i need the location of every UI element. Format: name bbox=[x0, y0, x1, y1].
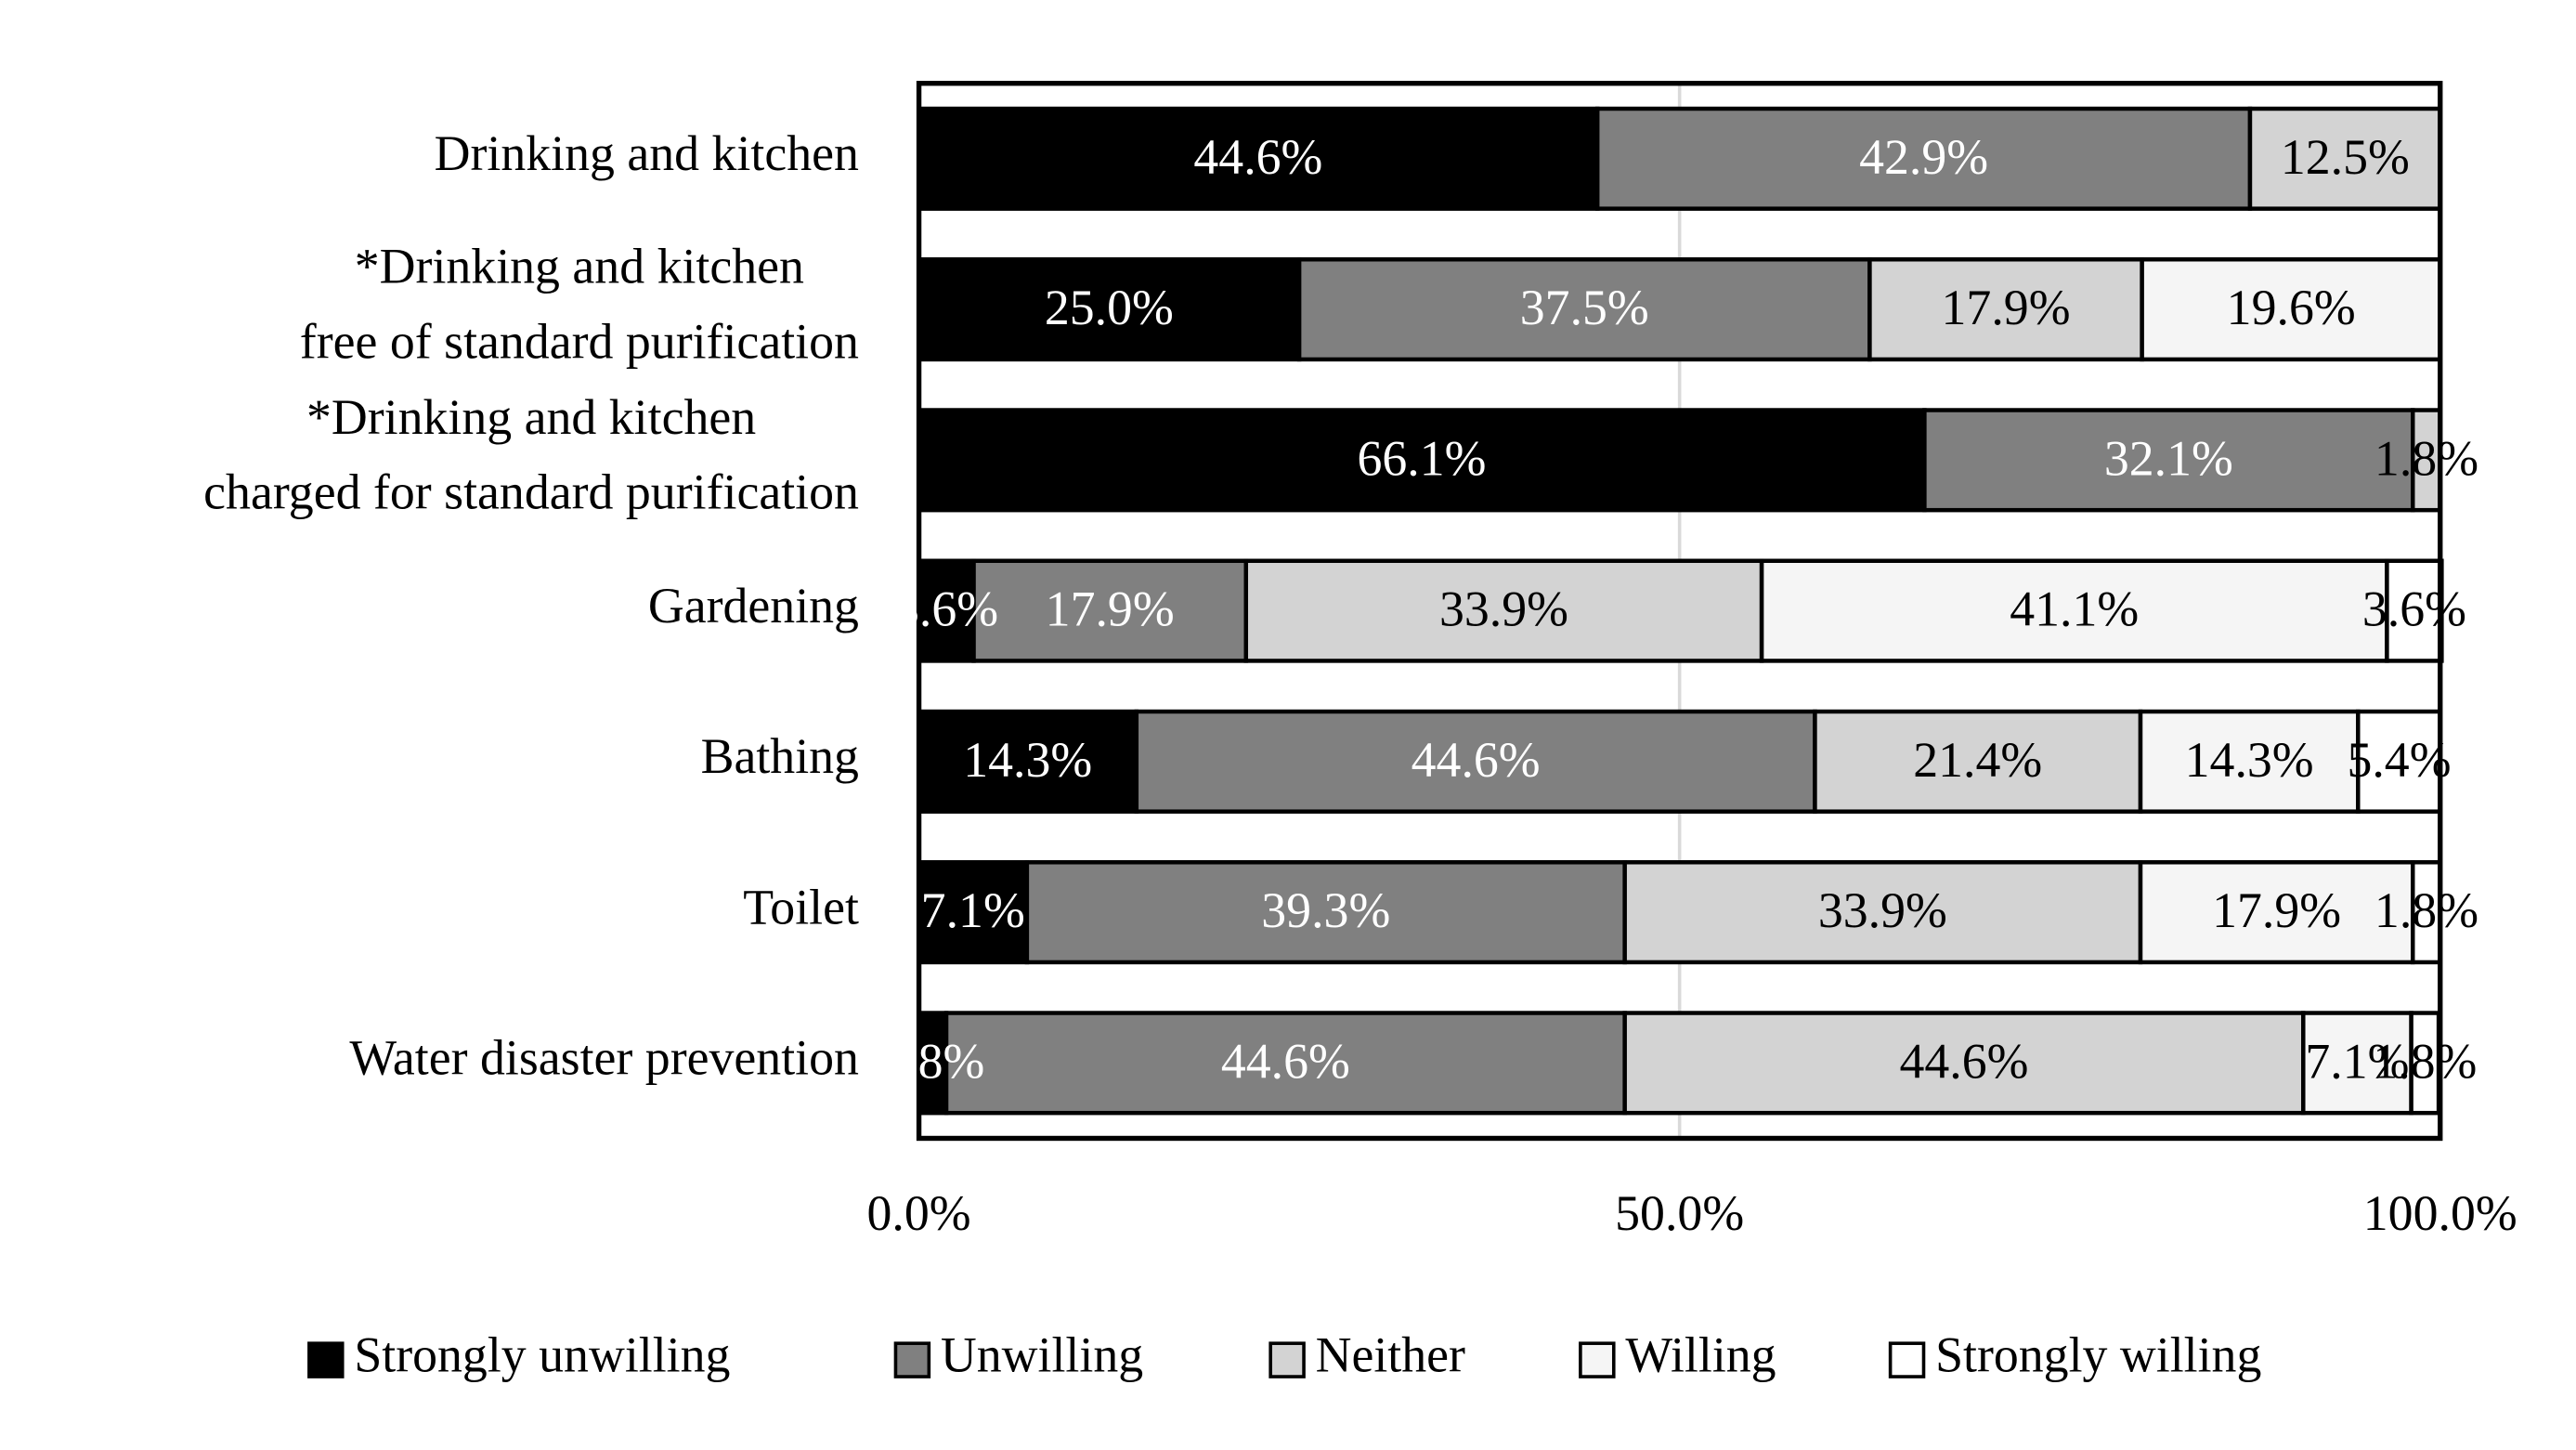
value-label: 17.9% bbox=[2212, 882, 2341, 938]
bar-segment bbox=[1296, 257, 1872, 362]
bar-segment bbox=[917, 257, 1302, 362]
legend-swatch bbox=[1579, 1341, 1616, 1378]
y-tick-label: Bathing bbox=[701, 728, 859, 784]
value-label: 44.6% bbox=[1193, 129, 1322, 185]
legend-label: Strongly unwilling bbox=[354, 1326, 730, 1382]
legend-label: Neither bbox=[1316, 1326, 1465, 1382]
bar-segment bbox=[1134, 709, 1817, 814]
bar-segment bbox=[2138, 860, 2415, 965]
y-tick-label: Gardening bbox=[648, 578, 859, 634]
value-label: 3.6% bbox=[2362, 581, 2466, 637]
legend-swatch bbox=[1888, 1341, 1926, 1378]
bar-segment bbox=[2301, 1011, 2413, 1116]
bar-segment bbox=[1759, 558, 2389, 663]
bar-segment bbox=[2138, 709, 2361, 814]
value-label: 17.9% bbox=[1942, 280, 2071, 335]
bar-segment bbox=[2410, 408, 2442, 513]
bar-segment bbox=[1024, 860, 1627, 965]
bar-segment bbox=[917, 860, 1030, 965]
value-label: 12.5% bbox=[2281, 129, 2410, 185]
bar-segment bbox=[1922, 408, 2415, 513]
value-label: 1.8% bbox=[880, 1033, 984, 1089]
value-label: 21.4% bbox=[1913, 732, 2042, 788]
y-tick-label: Toilet bbox=[743, 879, 859, 934]
plot-frame bbox=[916, 81, 2443, 1142]
bar-segment bbox=[1813, 709, 2143, 814]
y-tick-label: *Drinking and kitchen charged for standar… bbox=[203, 389, 859, 520]
legend-label: Willing bbox=[1625, 1326, 1776, 1382]
value-label: 39.3% bbox=[1261, 882, 1390, 938]
value-label: 33.9% bbox=[1439, 581, 1568, 637]
value-label: 25.0% bbox=[1045, 280, 1174, 335]
bar-segment bbox=[971, 558, 1249, 663]
x-tick-label: 100.0% bbox=[2363, 1185, 2517, 1241]
value-label: 1.8% bbox=[2373, 1033, 2477, 1089]
legend-swatch bbox=[307, 1341, 345, 1378]
value-label: 1.8% bbox=[2374, 882, 2478, 938]
value-label: 7.1% bbox=[921, 882, 1025, 938]
legend-label: Unwilling bbox=[941, 1326, 1143, 1382]
bar-segment bbox=[1867, 257, 2144, 362]
value-label: 37.5% bbox=[1520, 280, 1649, 335]
bar-segment bbox=[1243, 558, 1764, 663]
value-label: 44.6% bbox=[1899, 1033, 2028, 1089]
bar-segment bbox=[1622, 860, 2143, 965]
bar-segment bbox=[2409, 1011, 2441, 1116]
legend-swatch bbox=[1268, 1341, 1306, 1378]
value-label: 44.6% bbox=[1412, 732, 1541, 788]
value-label: 19.6% bbox=[2227, 280, 2356, 335]
bar-segment bbox=[917, 106, 1600, 211]
value-label: 7.1% bbox=[2305, 1033, 2409, 1089]
value-label: 1.8% bbox=[2374, 430, 2478, 486]
value-label: 5.4% bbox=[2347, 732, 2451, 788]
bar-segment bbox=[2385, 558, 2444, 663]
value-label: 32.1% bbox=[2104, 430, 2233, 486]
y-tick-label: Drinking and kitchen bbox=[435, 125, 859, 181]
bar-segment bbox=[2410, 860, 2442, 965]
value-label: 42.9% bbox=[1859, 129, 1988, 185]
value-label: 33.9% bbox=[1818, 882, 1947, 938]
value-label: 41.1% bbox=[2010, 581, 2139, 637]
value-label: 14.3% bbox=[2185, 732, 2314, 788]
legend-label: Strongly willing bbox=[1935, 1326, 2261, 1382]
value-label: 44.6% bbox=[1221, 1033, 1350, 1089]
legend-swatch bbox=[893, 1341, 931, 1378]
labels: 0.0% 50.0% 100.0% Drinking and kitchen 44.6%… bbox=[203, 125, 2517, 1382]
value-label: 14.3% bbox=[963, 732, 1092, 788]
bar-segment bbox=[2247, 106, 2442, 211]
x-tick-label: 50.0% bbox=[1615, 1185, 1744, 1241]
bar-segment bbox=[1594, 106, 2253, 211]
value-label: 17.9% bbox=[1046, 581, 1175, 637]
y-tick-label: Water disaster prevention bbox=[349, 1030, 859, 1086]
y-tick-label: *Drinking and kitchen free of standard pu… bbox=[300, 239, 859, 370]
x-tick-label: 0.0% bbox=[867, 1185, 971, 1241]
value-label: 66.1% bbox=[1357, 430, 1486, 486]
value-label: 3.6% bbox=[894, 581, 998, 637]
bars bbox=[917, 106, 2444, 1116]
